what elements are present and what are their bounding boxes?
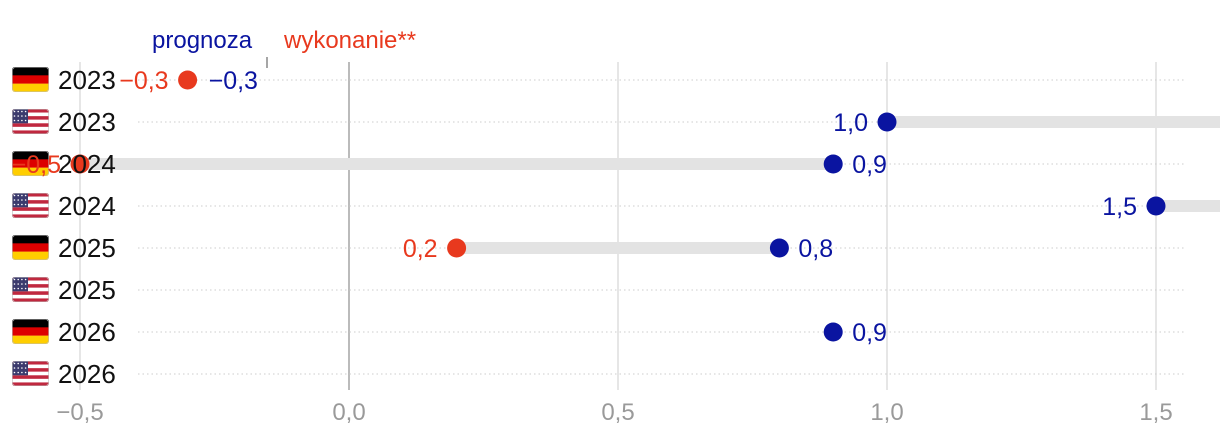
forecast-dot: [823, 154, 843, 174]
de-flag-icon: [12, 235, 49, 260]
x-tick-label: 0,0: [332, 399, 365, 426]
de-flag-icon: [12, 151, 49, 176]
row-year-label: 2024: [58, 149, 116, 179]
row-year-label: 2025: [58, 275, 116, 305]
us-flag-icon: [12, 193, 49, 218]
row-year-label: 2026: [58, 359, 116, 389]
forecast-dot: [769, 238, 789, 258]
legend-forecast-label: prognoza: [152, 27, 253, 54]
x-tick-label: 1,0: [870, 399, 903, 426]
forecast-value-label: 0,8: [798, 235, 833, 263]
row-year-label: 2023: [58, 65, 116, 95]
forecast-dot: [1146, 196, 1166, 216]
actual-value-label: 0,2: [403, 235, 438, 263]
row-year-label: 2023: [58, 107, 116, 137]
us-flag-icon: [12, 109, 49, 134]
de-flag-icon: [12, 319, 49, 344]
forecast-value-label: 0,9: [852, 319, 887, 347]
forecast-value-label: −0,3: [209, 67, 258, 95]
forecast-dot: [823, 322, 843, 342]
actual-dot: [447, 238, 467, 258]
forecast-value-label: 1,5: [1102, 193, 1137, 221]
actual-dot: [178, 70, 198, 90]
row-year-label: 2025: [58, 233, 116, 263]
us-flag-icon: [12, 277, 49, 302]
forecast-value-label: 0,9: [852, 151, 887, 179]
row-year-label: 2026: [58, 317, 116, 347]
actual-value-label: −0,5: [12, 151, 61, 179]
actual-dot: [70, 154, 90, 174]
x-tick-label: 0,5: [601, 399, 634, 426]
legend-actual-label: wykonanie**: [283, 27, 416, 54]
actual-value-label: −0,3: [119, 67, 168, 95]
forecast-value-label: 1,0: [833, 109, 868, 137]
de-flag-icon: [12, 67, 49, 92]
x-tick-label: −0,5: [56, 399, 103, 426]
forecast-dot: [877, 112, 897, 132]
row-year-label: 2024: [58, 191, 116, 221]
us-flag-icon: [12, 361, 49, 386]
x-tick-label: 1,5: [1139, 399, 1172, 426]
